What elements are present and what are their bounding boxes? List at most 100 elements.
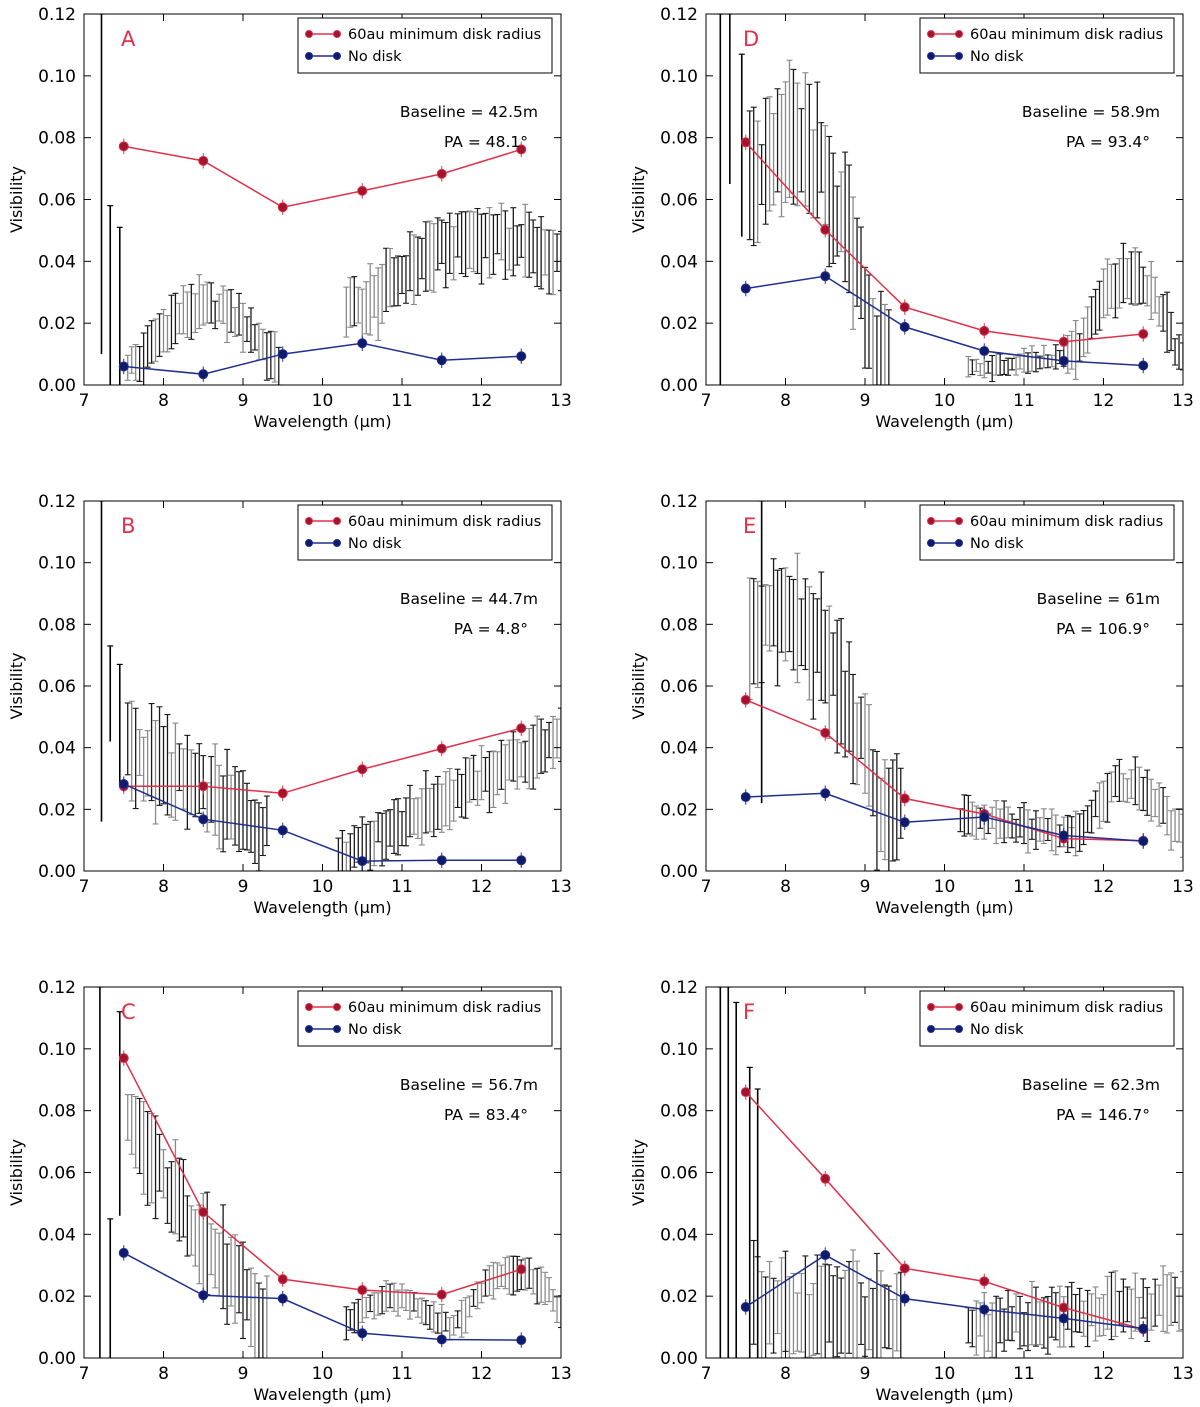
panel-letter: F: [743, 1000, 755, 1024]
observed-errorbar: [391, 1282, 398, 1312]
observed-errorbar: [375, 812, 382, 843]
observed-errorbar: [1108, 771, 1115, 803]
y-tick-label: 0.10: [38, 1040, 76, 1060]
panel-b: 7 8 9 10 11 12 13 0.00 0.02 0.04 0.06 0.08 0.10 0.12 W…: [7, 492, 572, 917]
observed-errorbar: [854, 217, 861, 307]
model-point: [899, 793, 910, 804]
y-tick-label: 0.10: [38, 67, 76, 87]
observed-errorbar: [881, 1284, 888, 1349]
observed-errorbar: [176, 1157, 183, 1242]
observed-errorbar: [774, 88, 781, 193]
y-tick-label: 0.04: [38, 739, 76, 759]
observed-errorbar: [482, 212, 489, 259]
observed-errorbar: [1144, 769, 1151, 816]
y-tick-label: 0.10: [38, 554, 76, 574]
observed-errorbar: [969, 801, 976, 837]
observed-errorbar: [1124, 258, 1131, 300]
observed-errorbar: [228, 774, 235, 840]
observed-errorbar: [1048, 808, 1055, 852]
legend: 60au minimum disk radius No disk: [919, 504, 1175, 561]
observed-errorbar: [1128, 769, 1135, 799]
observed-errorbar: [1044, 817, 1051, 842]
x-tick-label: 10: [934, 1364, 956, 1384]
observed-errorbar: [387, 1283, 394, 1309]
legend-marker: [927, 1025, 935, 1033]
model-point: [740, 792, 751, 802]
observed-errorbar: [842, 151, 849, 283]
x-axis-label: Wavelength (μm): [253, 1385, 391, 1404]
observed-errorbar: [1180, 1271, 1183, 1331]
model-point: [820, 224, 831, 235]
observed-errorbar: [132, 343, 139, 381]
observed-errorbar: [778, 568, 785, 653]
observed-errorbar: [858, 696, 865, 759]
observed-errorbar: [422, 770, 429, 834]
observed-errorbar: [518, 742, 525, 778]
model-point: [277, 825, 288, 836]
observed-errorbar: [343, 286, 350, 338]
observed-errorbar: [1180, 813, 1183, 858]
legend-marker: [927, 517, 935, 525]
observed-errorbar: [1096, 280, 1103, 331]
x-axis-label: Wavelength (μm): [875, 1385, 1013, 1404]
pa-annotation: PA = 93.4°: [1066, 133, 1150, 151]
observed-errorbar: [247, 307, 254, 353]
observed-errorbar: [243, 1269, 250, 1321]
observed-errorbar: [530, 219, 537, 274]
model-point: [979, 1276, 990, 1287]
observed-errorbar: [798, 1272, 805, 1353]
observed-errorbar: [494, 751, 501, 796]
observed-errorbar: [985, 360, 992, 374]
observed-errorbar: [526, 1257, 533, 1289]
observed-errorbar: [375, 267, 382, 342]
x-axis-label: Wavelength (μm): [875, 898, 1013, 917]
observed-errorbar: [806, 586, 813, 701]
legend-marker: [955, 1025, 963, 1033]
observed-errorbar: [850, 1249, 857, 1358]
observed-errorbar: [494, 1262, 501, 1290]
observed-errorbar: [546, 1277, 553, 1303]
observed-errorbar: [132, 1095, 139, 1169]
observed-errorbar: [961, 794, 968, 837]
observed-errorbar: [426, 220, 433, 291]
observed-errorbar: [240, 1241, 246, 1340]
observed-errorbar: [842, 1269, 849, 1358]
model-point: [357, 1284, 368, 1295]
legend-label: No disk: [348, 536, 402, 552]
x-tick-label: 10: [312, 877, 334, 897]
legend-marker: [333, 1003, 341, 1011]
observed-errorbar: [1148, 778, 1155, 822]
x-tick-label: 9: [238, 877, 249, 897]
x-tick-label: 8: [158, 877, 169, 897]
legend-marker: [305, 517, 313, 525]
legend-label: No disk: [348, 1022, 402, 1038]
y-tick-label: 0.02: [38, 1287, 76, 1307]
legend-marker: [333, 30, 341, 38]
observed-errorbar: [414, 1298, 421, 1318]
observed-errorbar: [865, 704, 872, 807]
observed-errorbar: [538, 718, 545, 774]
observed-errorbar: [240, 770, 246, 850]
model-point: [357, 185, 368, 196]
observed-outlier-errorbar: [738, 53, 745, 237]
model-point: [899, 1293, 910, 1304]
observed-errorbar: [1164, 795, 1171, 836]
observed-errorbar: [1100, 1294, 1107, 1337]
observed-errorbar: [422, 1300, 429, 1326]
observed-errorbar: [881, 759, 888, 861]
y-tick-label: 0.08: [660, 1102, 698, 1122]
model-point: [820, 788, 831, 799]
observed-errorbar: [1068, 816, 1075, 849]
observed-errorbar: [1176, 808, 1183, 843]
observed-errorbar: [893, 1273, 900, 1352]
legend-marker: [927, 30, 935, 38]
observed-errorbar: [486, 1265, 493, 1297]
observed-errorbar: [834, 185, 841, 257]
y-tick-label: 0.00: [660, 376, 698, 396]
observed-errorbar: [786, 59, 793, 199]
x-tick-label: 8: [780, 391, 791, 411]
series-no-disk: [118, 1245, 527, 1348]
x-tick-label: 11: [1013, 877, 1035, 897]
panel-letter: C: [121, 1000, 136, 1024]
observed-errorbar: [810, 1282, 817, 1356]
